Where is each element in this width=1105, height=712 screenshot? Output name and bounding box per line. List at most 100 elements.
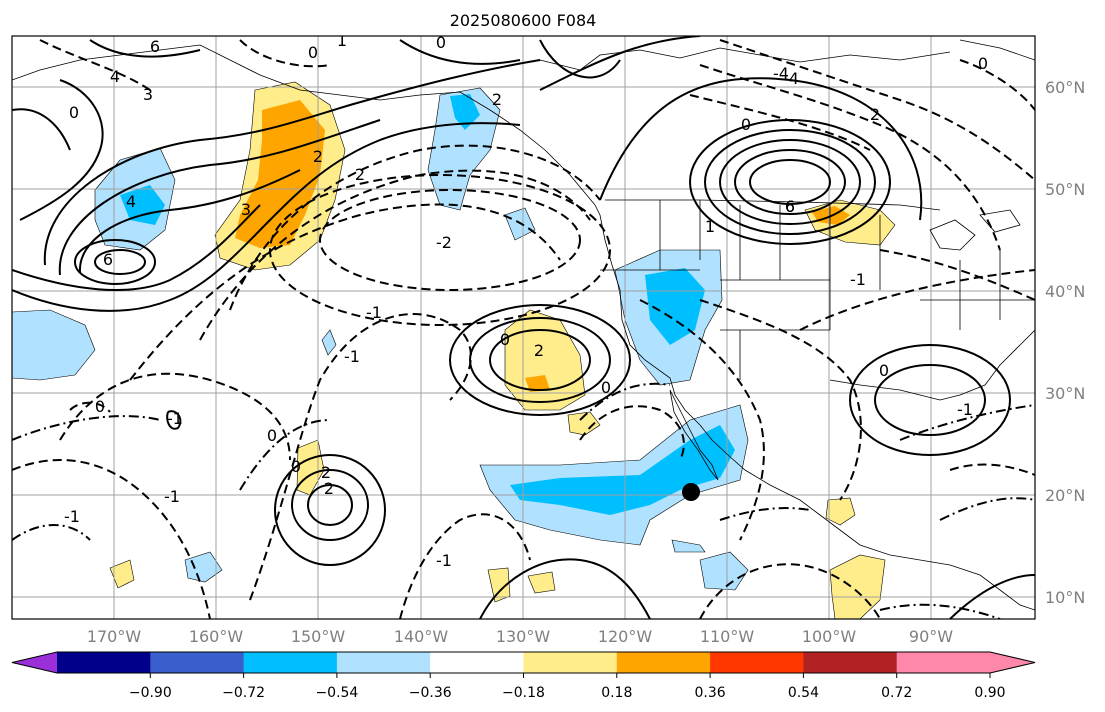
positive-contour	[12, 204, 261, 292]
positive-contour	[274, 454, 386, 566]
contour-label: 4	[126, 192, 136, 211]
negative-contour	[399, 513, 531, 619]
lat-label: 30°N	[1045, 384, 1085, 403]
positive-contour	[166, 410, 182, 430]
colorbar-outline	[11, 651, 1036, 674]
positive-contour	[469, 317, 611, 403]
negative-contour	[269, 174, 611, 326]
positive-contour	[749, 159, 831, 205]
contour-label: 2	[313, 147, 323, 166]
hudson-area	[959, 39, 1035, 61]
contour-label: -2	[436, 233, 452, 252]
positive-contour	[399, 39, 621, 79]
contour-label: 3	[241, 200, 251, 219]
negative-anomaly-region	[184, 551, 223, 583]
alaska-coastline	[12, 44, 596, 206]
zero-contour	[899, 404, 1035, 441]
contour-label: 3	[143, 85, 153, 104]
positive-contour	[307, 484, 353, 526]
contour-label: 2	[324, 479, 334, 498]
negative-anomaly-region	[120, 185, 165, 225]
negative-contour	[949, 463, 1035, 476]
positive-contour	[539, 36, 701, 91]
contour-label: 0	[741, 115, 751, 134]
contour-label: 6	[103, 250, 113, 269]
map-title: 2025080600 F084	[450, 11, 597, 30]
negative-anomaly-region	[450, 94, 480, 130]
positive-contour	[291, 469, 369, 541]
colorbar-segment	[243, 652, 338, 673]
positive-anomaly-region	[487, 567, 511, 603]
negative-contour	[699, 64, 1001, 251]
contour-lines	[12, 36, 1035, 619]
lat-label: 50°N	[1045, 180, 1085, 199]
contour-label: 1	[705, 217, 715, 236]
negative-contour	[319, 189, 581, 291]
colorbar-extend-low	[12, 652, 57, 673]
colorbar-extend-high	[990, 652, 1035, 673]
contour-lines-negative	[12, 39, 1035, 619]
zero-contour	[879, 603, 1001, 619]
colorbar-tick-label: −0.18	[502, 685, 545, 701]
negative-contour	[69, 401, 111, 413]
negative-contour	[699, 563, 881, 619]
positive-anomaly-region	[527, 571, 556, 594]
positive-contour	[479, 558, 651, 619]
positive-contour	[94, 249, 146, 275]
contour-label: -1	[344, 347, 360, 366]
colorbar-tick-label: 0.36	[695, 685, 726, 701]
positive-anomaly-region	[296, 439, 325, 496]
latitude-labels: 60°N 50°N 40°N 30°N 20°N 10°N	[1045, 78, 1085, 607]
contour-lines-dashdot	[12, 382, 1035, 619]
positive-anomaly-region	[235, 100, 325, 248]
map-frame	[11, 35, 1036, 620]
colorbar-segment	[616, 652, 711, 673]
contour-label: 0	[978, 54, 988, 73]
negative-anomaly-region	[645, 268, 705, 345]
contour-label: 2	[534, 341, 544, 360]
positive-contour	[74, 239, 156, 285]
lat-label: 40°N	[1045, 282, 1085, 301]
us-canada-border	[605, 199, 941, 211]
colorbar-segment	[896, 652, 991, 673]
negative-contour	[129, 203, 561, 381]
negative-contour	[229, 144, 601, 311]
colorbar-tick-label: −0.90	[129, 685, 172, 701]
colorbar-tick-label: 0.90	[974, 685, 1005, 701]
colorbar-tick-label: 0.54	[788, 685, 819, 701]
colorbar	[11, 651, 1036, 674]
negative-contour	[249, 313, 472, 601]
contour-label: -4	[783, 69, 799, 88]
contour-label: 1	[337, 31, 347, 50]
positive-contour	[19, 79, 104, 221]
positive-contour	[12, 39, 201, 151]
positive-contour	[734, 149, 846, 215]
contour-label: 0	[879, 361, 889, 380]
zero-contour	[579, 382, 811, 521]
contour-label: -1	[164, 487, 180, 506]
colorbar-tick-label: 0.72	[881, 685, 912, 701]
contour-label: 0	[308, 43, 318, 62]
lon-label: 120°W	[598, 627, 653, 646]
positive-contour	[949, 574, 1035, 619]
contour-label: 0	[436, 33, 446, 52]
contour-label: 6	[785, 197, 795, 216]
positive-contour	[43, 59, 541, 276]
positive-contour	[449, 304, 631, 416]
lon-label: 100°W	[802, 627, 857, 646]
colorbar-tick-label: −0.36	[409, 685, 452, 701]
lon-label: 160°W	[189, 627, 244, 646]
storm-position-marker	[682, 483, 700, 501]
contour-label: 2	[492, 90, 502, 109]
coastlines-borders	[12, 39, 1035, 611]
contour-label: 0	[267, 426, 277, 445]
lon-label: 90°W	[909, 627, 953, 646]
colorbar-tick-label: −0.54	[315, 685, 358, 701]
contour-label: -1	[64, 507, 80, 526]
colorbar-tick-label: −0.72	[222, 685, 265, 701]
colorbar-tick-labels: −0.90 −0.72 −0.54 −0.36 −0.18 0.18 0.36 0.54 0.7…	[129, 673, 1006, 701]
longitude-labels: 170°W 160°W 150°W 140°W 130°W 120°W 110°…	[87, 627, 953, 646]
colorbar-segment	[57, 652, 151, 673]
colorbar-tick-label: 0.18	[601, 685, 632, 701]
